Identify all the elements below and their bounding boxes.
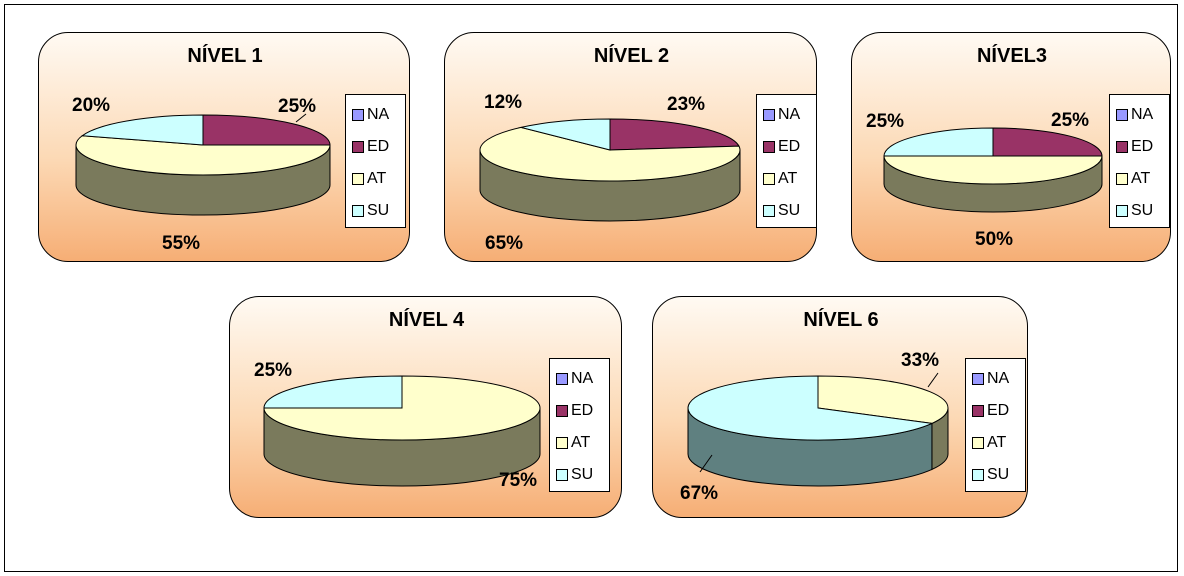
- legend-swatch: [1116, 109, 1128, 121]
- data-label: 25%: [254, 360, 293, 381]
- legend-label: SU: [778, 202, 801, 219]
- chart-title: NÍVEL3: [976, 45, 1048, 67]
- chart-legend: NA ED AT SU: [1109, 94, 1170, 228]
- legend-swatch: [972, 437, 984, 449]
- data-label: 20%: [72, 95, 111, 116]
- legend-label: AT: [778, 170, 798, 187]
- legend-label: AT: [571, 434, 591, 451]
- legend-swatch: [556, 373, 568, 385]
- legend-label: ED: [571, 402, 594, 419]
- data-label: 12%: [484, 92, 523, 113]
- legend-swatch: [763, 109, 775, 121]
- data-label: 25%: [1051, 110, 1090, 131]
- legend-swatch: [352, 173, 364, 185]
- legend-item-na: NA: [763, 99, 816, 131]
- chart-title: NÍVEL 2: [593, 45, 670, 67]
- legend-item-at: AT: [352, 163, 405, 195]
- data-label: 67%: [680, 483, 719, 504]
- legend-item-su: SU: [763, 195, 816, 227]
- legend-swatch: [352, 205, 364, 217]
- chart-legend: NA ED AT SU: [756, 94, 817, 228]
- legend-item-at: AT: [556, 427, 609, 459]
- data-label: 65%: [485, 233, 524, 254]
- legend-swatch: [1116, 141, 1128, 153]
- legend-label: ED: [1131, 138, 1154, 155]
- legend-label: SU: [1131, 202, 1154, 219]
- legend-swatch: [972, 373, 984, 385]
- chart-title: NÍVEL 4: [388, 309, 465, 331]
- legend-label: NA: [1131, 106, 1154, 123]
- legend-label: AT: [987, 434, 1007, 451]
- legend-label: SU: [571, 466, 594, 483]
- legend-label: SU: [987, 466, 1010, 483]
- legend-swatch: [972, 469, 984, 481]
- legend-label: ED: [367, 138, 390, 155]
- legend-label: AT: [367, 170, 387, 187]
- legend-item-ed: ED: [972, 395, 1025, 427]
- legend-item-ed: ED: [1116, 131, 1169, 163]
- legend-item-at: AT: [972, 427, 1025, 459]
- legend-label: ED: [778, 138, 801, 155]
- data-label: 25%: [278, 96, 317, 117]
- legend-swatch: [556, 469, 568, 481]
- chart-title: NÍVEL 1: [187, 45, 263, 67]
- legend-item-su: SU: [1116, 195, 1169, 227]
- data-label: 55%: [162, 233, 201, 254]
- legend-item-su: SU: [972, 459, 1025, 491]
- legend-item-at: AT: [1116, 163, 1169, 195]
- legend-label: NA: [778, 106, 801, 123]
- legend-label: NA: [987, 370, 1010, 387]
- legend-swatch: [972, 405, 984, 417]
- legend-label: AT: [1131, 170, 1151, 187]
- legend-swatch: [763, 173, 775, 185]
- legend-swatch: [1116, 173, 1128, 185]
- data-label: 25%: [866, 111, 905, 132]
- data-label: 23%: [667, 94, 706, 115]
- chart-title: NÍVEL 6: [803, 309, 879, 331]
- legend-item-su: SU: [352, 195, 405, 227]
- legend-swatch: [556, 405, 568, 417]
- legend-label: NA: [571, 370, 594, 387]
- legend-item-ed: ED: [352, 131, 405, 163]
- legend-label: SU: [367, 202, 390, 219]
- data-label: 75%: [499, 470, 538, 491]
- legend-item-na: NA: [972, 363, 1025, 395]
- legend-item-at: AT: [763, 163, 816, 195]
- legend-label: ED: [987, 402, 1010, 419]
- legend-item-na: NA: [1116, 99, 1169, 131]
- legend-swatch: [763, 205, 775, 217]
- legend-item-su: SU: [556, 459, 609, 491]
- chart-legend: NA ED AT SU: [965, 358, 1026, 492]
- legend-swatch: [763, 141, 775, 153]
- legend-swatch: [352, 109, 364, 121]
- legend-label: NA: [367, 106, 390, 123]
- legend-item-na: NA: [556, 363, 609, 395]
- legend-item-na: NA: [352, 99, 405, 131]
- legend-swatch: [1116, 205, 1128, 217]
- legend-item-ed: ED: [556, 395, 609, 427]
- chart-legend: NA ED AT SU: [549, 358, 610, 492]
- legend-item-ed: ED: [763, 131, 816, 163]
- legend-swatch: [352, 141, 364, 153]
- chart-legend: NA ED AT SU: [345, 94, 406, 228]
- legend-swatch: [556, 437, 568, 449]
- data-label: 50%: [975, 229, 1014, 250]
- data-label: 33%: [901, 350, 940, 371]
